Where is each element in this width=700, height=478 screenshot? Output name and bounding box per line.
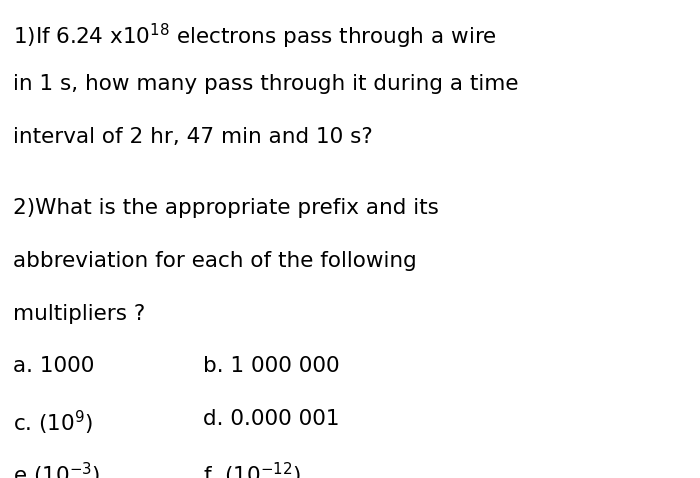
Text: f. (10$^{-12}$): f. (10$^{-12}$) bbox=[203, 461, 301, 478]
Text: d. 0.000 001: d. 0.000 001 bbox=[203, 409, 340, 429]
Text: 2)What is the appropriate prefix and its: 2)What is the appropriate prefix and its bbox=[13, 198, 438, 218]
Text: interval of 2 hr, 47 min and 10 s?: interval of 2 hr, 47 min and 10 s? bbox=[13, 127, 372, 147]
Text: abbreviation for each of the following: abbreviation for each of the following bbox=[13, 251, 416, 271]
Text: c. (10$^{9}$): c. (10$^{9}$) bbox=[13, 409, 93, 437]
Text: 1)If 6.24 x10$^{18}$ electrons pass through a wire: 1)If 6.24 x10$^{18}$ electrons pass thro… bbox=[13, 22, 496, 51]
Text: b. 1 000 000: b. 1 000 000 bbox=[203, 356, 340, 376]
Text: a. 1000: a. 1000 bbox=[13, 356, 94, 376]
Text: multipliers ?: multipliers ? bbox=[13, 304, 145, 324]
Text: in 1 s, how many pass through it during a time: in 1 s, how many pass through it during … bbox=[13, 74, 518, 94]
Text: e.(10$^{-3}$): e.(10$^{-3}$) bbox=[13, 461, 100, 478]
